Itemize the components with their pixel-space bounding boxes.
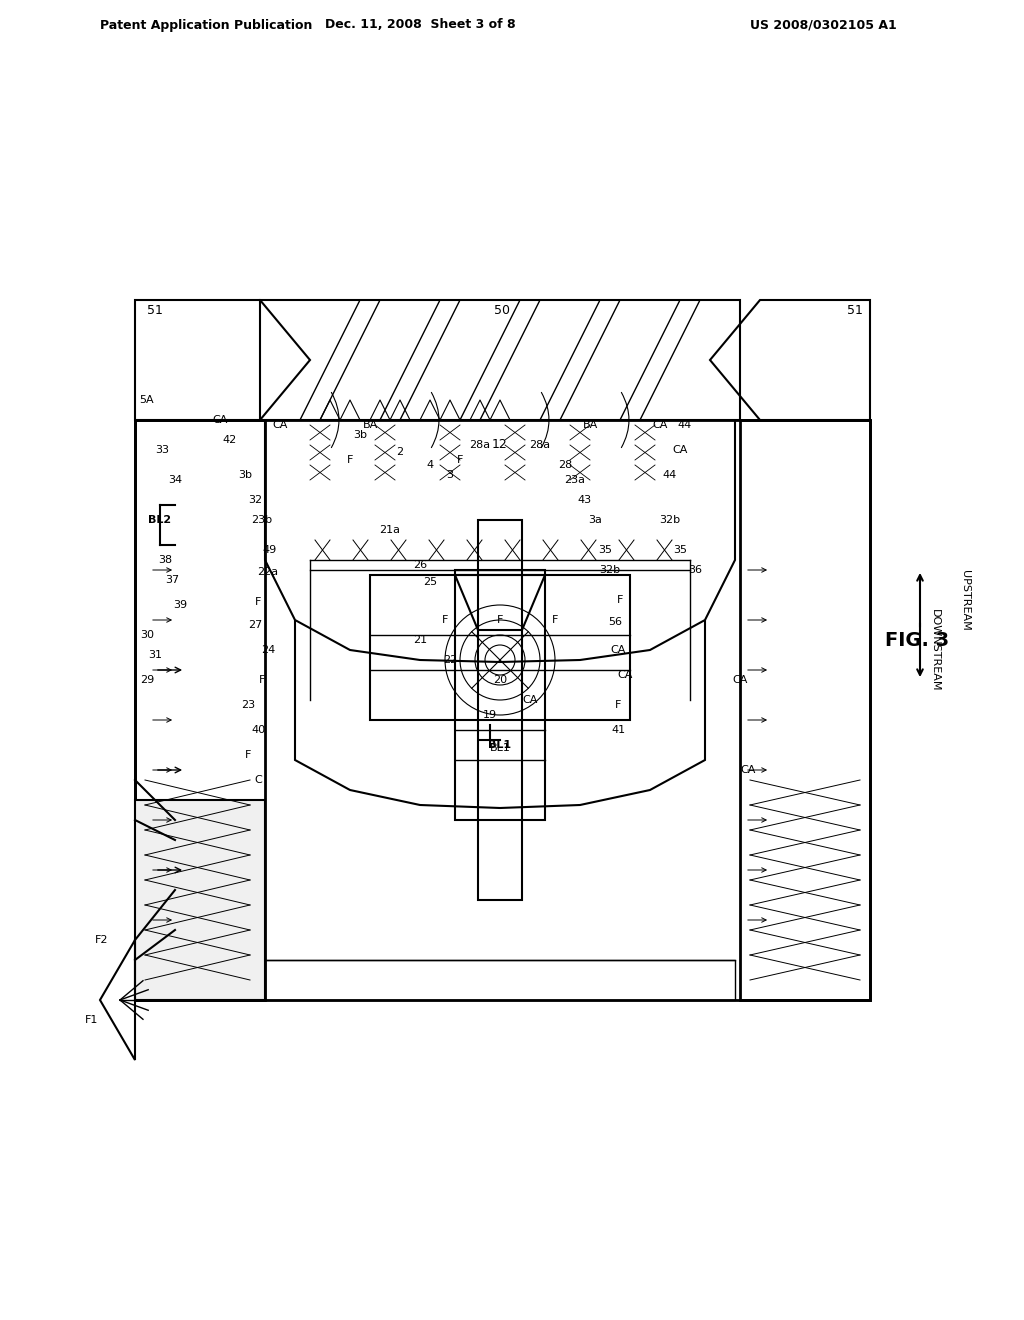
Text: CA: CA: [522, 696, 538, 705]
Text: 56: 56: [608, 616, 622, 627]
Text: F: F: [497, 615, 503, 624]
Text: F: F: [347, 455, 353, 465]
Text: BA: BA: [362, 420, 378, 430]
Bar: [265, 960, 735, 1001]
Text: 3b: 3b: [353, 430, 367, 440]
Text: 23b: 23b: [252, 515, 272, 525]
Text: CA: CA: [652, 420, 668, 430]
Bar: [135, 420, 265, 1001]
Text: FIG. 3: FIG. 3: [885, 631, 949, 649]
Bar: [740, 420, 870, 1001]
Text: 37: 37: [165, 576, 179, 585]
Text: F: F: [457, 455, 463, 465]
Text: 30: 30: [140, 630, 154, 640]
Text: CA: CA: [212, 414, 227, 425]
Text: 23: 23: [241, 700, 255, 710]
Text: BL2: BL2: [148, 515, 172, 525]
Text: 35: 35: [598, 545, 612, 554]
Text: 36: 36: [688, 565, 702, 576]
Text: 28a: 28a: [529, 440, 551, 450]
Text: 35: 35: [673, 545, 687, 554]
Text: 3a: 3a: [588, 515, 602, 525]
Bar: [135, 420, 870, 1001]
Text: F2: F2: [95, 935, 109, 945]
Bar: [260, 300, 740, 420]
Text: F: F: [616, 595, 624, 605]
Text: CA: CA: [673, 445, 688, 455]
Text: 38: 38: [158, 554, 172, 565]
Text: 39: 39: [173, 601, 187, 610]
Text: 40: 40: [251, 725, 265, 735]
Text: 49: 49: [263, 545, 278, 554]
Text: 21a: 21a: [380, 525, 400, 535]
Text: 44: 44: [663, 470, 677, 480]
Text: 3b: 3b: [238, 470, 252, 480]
Text: 42: 42: [223, 436, 238, 445]
Text: 12: 12: [493, 438, 508, 451]
Text: 28a: 28a: [469, 440, 490, 450]
Text: 34: 34: [168, 475, 182, 484]
Text: F: F: [441, 615, 449, 624]
Text: CA: CA: [617, 671, 633, 680]
Text: 32b: 32b: [659, 515, 681, 525]
Text: F: F: [245, 750, 251, 760]
Text: 20: 20: [493, 675, 507, 685]
Text: 43: 43: [578, 495, 592, 506]
Text: Patent Application Publication: Patent Application Publication: [100, 18, 312, 32]
Text: 23a: 23a: [564, 475, 586, 484]
Text: 51: 51: [847, 304, 863, 317]
Text: 27: 27: [248, 620, 262, 630]
Bar: [455, 570, 545, 820]
Text: 50: 50: [494, 304, 510, 317]
Text: 25: 25: [423, 577, 437, 587]
Text: 33: 33: [155, 445, 169, 455]
Text: 32b: 32b: [599, 565, 621, 576]
Text: 4: 4: [426, 459, 433, 470]
Text: CA: CA: [272, 420, 288, 430]
Bar: [135, 800, 265, 1001]
Text: 51: 51: [147, 304, 163, 317]
Text: 3: 3: [446, 470, 454, 480]
Text: F: F: [259, 675, 265, 685]
Text: 2: 2: [396, 447, 403, 457]
Text: F: F: [255, 597, 261, 607]
Text: 24: 24: [261, 645, 275, 655]
Text: 26: 26: [413, 560, 427, 570]
Text: 29: 29: [140, 675, 155, 685]
Bar: [370, 576, 630, 719]
Text: 22: 22: [442, 655, 457, 665]
Text: 41: 41: [611, 725, 625, 735]
Text: 21: 21: [413, 635, 427, 645]
Text: BL1: BL1: [488, 741, 512, 750]
Text: 32: 32: [248, 495, 262, 506]
Text: 19: 19: [483, 710, 497, 719]
Text: BA: BA: [583, 420, 598, 430]
Text: 31: 31: [148, 649, 162, 660]
Text: DOWNSTREAM: DOWNSTREAM: [930, 609, 940, 692]
Text: CA: CA: [740, 766, 756, 775]
Text: UPSTREAM: UPSTREAM: [961, 570, 970, 631]
Text: CA: CA: [610, 645, 626, 655]
Text: 28: 28: [558, 459, 572, 470]
Text: US 2008/0302105 A1: US 2008/0302105 A1: [750, 18, 897, 32]
Text: 22a: 22a: [257, 568, 279, 577]
Text: Dec. 11, 2008  Sheet 3 of 8: Dec. 11, 2008 Sheet 3 of 8: [325, 18, 515, 32]
Text: 5A: 5A: [139, 395, 155, 405]
Text: CA: CA: [732, 675, 748, 685]
Text: F1: F1: [85, 1015, 98, 1026]
Text: C: C: [254, 775, 262, 785]
Bar: [478, 520, 522, 900]
Text: F: F: [614, 700, 622, 710]
Text: 44: 44: [678, 420, 692, 430]
Text: F: F: [552, 615, 558, 624]
Text: BL1: BL1: [489, 743, 510, 752]
